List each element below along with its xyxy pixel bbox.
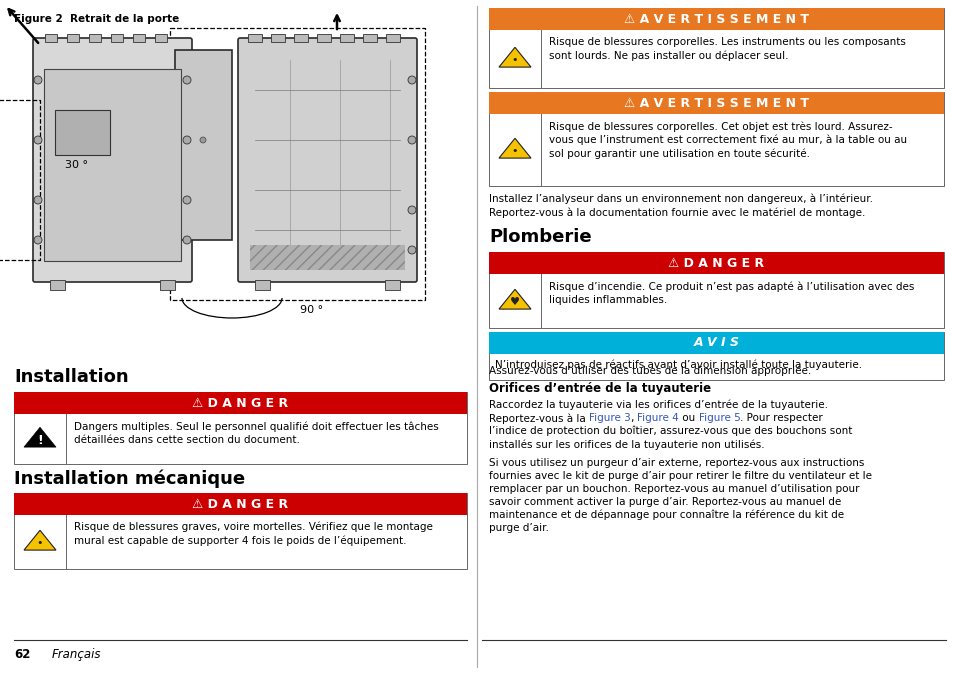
Text: Risque de blessures corporelles. Cet objet est très lourd. Assurez-
vous que l’i: Risque de blessures corporelles. Cet obj… [548, 121, 906, 160]
FancyBboxPatch shape [33, 38, 192, 282]
Bar [489, 92, 943, 114]
Text: A V I S: A V I S [693, 336, 739, 349]
Bar [111, 34, 123, 42]
Bar [132, 34, 145, 42]
Circle shape [408, 76, 416, 84]
Bar [250, 245, 405, 270]
Bar [489, 8, 943, 30]
Bar [386, 34, 399, 42]
Circle shape [408, 206, 416, 214]
Text: Français: Français [52, 648, 101, 661]
Bar [339, 34, 354, 42]
Text: Risque d’incendie. Ce produit n’est pas adapté à l’utilisation avec des
liquides: Risque d’incendie. Ce produit n’est pas … [548, 281, 913, 305]
Bar [154, 34, 167, 42]
Text: Figure 3: Figure 3 [588, 413, 630, 423]
Text: Figure 2  Retrait de la porte: Figure 2 Retrait de la porte [14, 14, 179, 24]
Text: Si vous utilisez un purgeur d’air externe, reportez-vous aux instructions: Si vous utilisez un purgeur d’air extern… [489, 458, 863, 468]
Text: N’introduisez pas de réactifs avant d’avoir installé toute la tuyauterie.: N’introduisez pas de réactifs avant d’av… [495, 360, 862, 371]
Bar [89, 34, 101, 42]
Text: !: ! [37, 434, 43, 448]
Bar [271, 34, 285, 42]
Text: Reportez-vous à la documentation fournie avec le matériel de montage.: Reportez-vous à la documentation fournie… [489, 207, 864, 217]
Text: installés sur les orifices de la tuyauterie non utilisés.: installés sur les orifices de la tuyaute… [489, 439, 763, 450]
Bar [489, 332, 943, 380]
FancyBboxPatch shape [237, 38, 416, 282]
Bar [385, 280, 399, 290]
Text: ,: , [630, 413, 637, 423]
Circle shape [200, 137, 206, 143]
Circle shape [183, 236, 191, 244]
Text: ou: ou [679, 413, 698, 423]
Text: Raccordez la tuyauterie via les orifices d’entrée de la tuyauterie.: Raccordez la tuyauterie via les orifices… [489, 400, 827, 411]
Circle shape [408, 136, 416, 144]
Text: Orifices d’entrée de la tuyauterie: Orifices d’entrée de la tuyauterie [489, 382, 710, 395]
Bar [254, 280, 270, 290]
Circle shape [183, 196, 191, 204]
Polygon shape [24, 530, 56, 550]
Circle shape [183, 136, 191, 144]
Bar [160, 280, 174, 290]
Text: •: • [511, 55, 517, 65]
Text: Dangers multiples. Seul le personnel qualifié doit effectuer les tâches
détaillé: Dangers multiples. Seul le personnel qua… [74, 421, 438, 445]
Text: Risque de blessures graves, voire mortelles. Vérifiez que le montage
mural est c: Risque de blessures graves, voire mortel… [74, 522, 433, 546]
Bar [14, 493, 467, 515]
Text: purge d’air.: purge d’air. [489, 523, 548, 533]
Bar [67, 34, 79, 42]
Text: •: • [511, 146, 517, 156]
Bar [489, 252, 943, 328]
Text: fournies avec le kit de purge d’air pour retirer le filtre du ventilateur et le: fournies avec le kit de purge d’air pour… [489, 471, 871, 481]
Text: •: • [37, 538, 43, 548]
Bar [294, 34, 308, 42]
Text: Assurez-vous d’utiliser des tubes de la dimension appropriée.: Assurez-vous d’utiliser des tubes de la … [489, 366, 810, 376]
Text: ⚠ A V E R T I S S E M E N T: ⚠ A V E R T I S S E M E N T [623, 96, 808, 110]
Polygon shape [174, 50, 232, 240]
Text: Plomberie: Plomberie [489, 228, 591, 246]
Bar [14, 392, 467, 414]
Circle shape [408, 246, 416, 254]
Bar [45, 34, 57, 42]
Bar [316, 34, 331, 42]
Polygon shape [498, 47, 531, 67]
Bar [489, 332, 943, 354]
Text: ♥: ♥ [510, 297, 519, 307]
Circle shape [34, 76, 42, 84]
Text: ⚠ A V E R T I S S E M E N T: ⚠ A V E R T I S S E M E N T [623, 13, 808, 26]
Bar [55, 110, 110, 155]
Bar [14, 493, 467, 569]
Text: ⚠ D A N G E R: ⚠ D A N G E R [193, 396, 288, 409]
Text: Installez l’analyseur dans un environnement non dangereux, à l’intérieur.: Installez l’analyseur dans un environnem… [489, 194, 872, 205]
Polygon shape [24, 427, 56, 447]
Text: savoir comment activer la purge d’air. Reportez-vous au manuel de: savoir comment activer la purge d’air. R… [489, 497, 841, 507]
Text: l’indice de protection du boîtier, assurez-vous que des bouchons sont: l’indice de protection du boîtier, assur… [489, 426, 851, 437]
Text: Risque de blessures corporelles. Les instruments ou les composants
sont lourds. : Risque de blessures corporelles. Les ins… [548, 37, 905, 61]
Text: Installation mécanique: Installation mécanique [14, 470, 245, 489]
Bar [14, 392, 467, 464]
Text: maintenance et de dépannage pour connaître la référence du kit de: maintenance et de dépannage pour connaît… [489, 510, 843, 520]
Bar [363, 34, 376, 42]
Text: remplacer par un bouchon. Reportez-vous au manuel d’utilisation pour: remplacer par un bouchon. Reportez-vous … [489, 484, 859, 494]
Bar [489, 8, 943, 88]
Bar [489, 92, 943, 186]
Text: 62: 62 [14, 648, 30, 661]
Circle shape [34, 236, 42, 244]
Text: Figure 5: Figure 5 [698, 413, 740, 423]
Bar [50, 280, 65, 290]
Polygon shape [498, 138, 531, 158]
FancyBboxPatch shape [44, 69, 181, 261]
Text: 90 °: 90 ° [299, 305, 323, 315]
Text: ⚠ D A N G E R: ⚠ D A N G E R [193, 497, 288, 511]
Circle shape [34, 136, 42, 144]
Polygon shape [498, 289, 531, 309]
Text: ⚠ D A N G E R: ⚠ D A N G E R [668, 256, 763, 269]
Bar [489, 252, 943, 274]
Text: Figure 4: Figure 4 [637, 413, 679, 423]
Text: . Pour respecter: . Pour respecter [740, 413, 822, 423]
Text: Reportez-vous à la: Reportez-vous à la [489, 413, 588, 423]
Circle shape [34, 196, 42, 204]
Text: 30 °: 30 ° [65, 160, 88, 170]
Text: Installation: Installation [14, 368, 129, 386]
Circle shape [183, 76, 191, 84]
Bar [248, 34, 262, 42]
